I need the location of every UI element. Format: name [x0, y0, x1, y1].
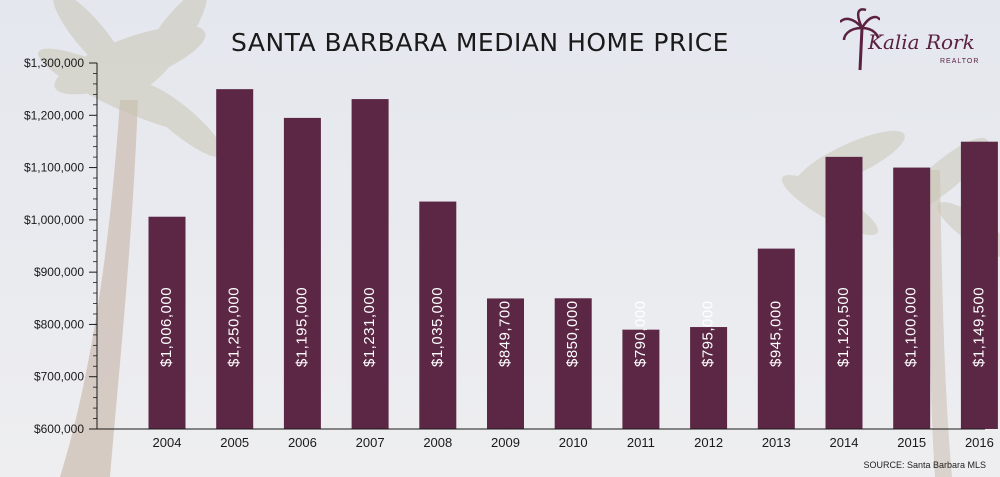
y-tick-label: $1,100,000 — [24, 161, 84, 175]
bar-value-label: $1,231,000 — [361, 287, 378, 367]
x-tick-label: 2007 — [356, 435, 385, 450]
bar-value-label: $790,000 — [632, 300, 649, 367]
logo-subtitle: REALTOR — [940, 58, 980, 65]
y-tick-label: $700,000 — [34, 370, 84, 384]
bar-value-label: $795,000 — [700, 300, 717, 367]
bar-2006 — [283, 117, 321, 430]
bar-value-label: $1,149,500 — [970, 287, 987, 367]
bar-2004 — [148, 216, 186, 429]
x-tick-label: 2013 — [762, 435, 791, 450]
bar-2013 — [757, 248, 795, 429]
bar-2011 — [622, 329, 660, 429]
x-tick-label: 2012 — [694, 435, 723, 450]
x-tick-label: 2010 — [559, 435, 588, 450]
bar-value-label: $1,195,000 — [293, 287, 310, 367]
source-note: SOURCE: Santa Barbara MLS — [863, 460, 986, 470]
y-tick-label: $800,000 — [34, 317, 84, 331]
y-tick-label: $1,200,000 — [24, 108, 84, 122]
logo-name: Kalia Rork — [868, 30, 975, 54]
x-tick-label: 2014 — [830, 435, 859, 450]
x-tick-label: 2004 — [153, 435, 182, 450]
bar-value-label: $1,035,000 — [429, 287, 446, 367]
x-tick-label: 2016 — [965, 435, 994, 450]
y-tick-label: $600,000 — [34, 422, 84, 436]
bar-value-label: $1,250,000 — [226, 287, 243, 367]
bar-2007 — [351, 99, 389, 429]
y-tick-label: $900,000 — [34, 265, 84, 279]
y-axis: $600,000 $700,000 $800,000 $900,000 $1,000,0… — [24, 56, 98, 436]
bar-2005 — [216, 89, 254, 430]
bar-2015 — [893, 167, 931, 430]
x-tick-label: 2005 — [220, 435, 249, 450]
x-tick-label: 2011 — [627, 435, 655, 450]
bar-value-label: $1,120,500 — [835, 287, 852, 367]
x-tick-label: 2009 — [491, 435, 520, 450]
bar-value-label: $945,000 — [767, 300, 784, 367]
bar-2008 — [419, 201, 457, 429]
bar-2016 — [960, 141, 998, 429]
bar-2014 — [825, 156, 863, 430]
bar-2010 — [554, 298, 592, 429]
bar-value-label: $850,000 — [564, 300, 581, 367]
bar-value-label: $1,100,000 — [903, 287, 920, 367]
y-tick-label: $1,300,000 — [24, 56, 84, 70]
bar-value-label: $849,700 — [496, 300, 513, 367]
chart-title: SANTA BARBARA MEDIAN HOME PRICE — [231, 28, 729, 57]
x-tick-label: 2006 — [288, 435, 317, 450]
x-tick-label: 2008 — [423, 435, 452, 450]
x-axis: 2004 2005 2006 2007 2008 2009 2010 2011 2012 2013… — [97, 428, 994, 450]
bar-2012 — [690, 327, 728, 429]
bar-value-label: $1,006,000 — [158, 287, 175, 367]
y-tick-label: $1,000,000 — [24, 213, 84, 227]
palm-tree-icon — [839, 8, 882, 71]
bars: $1,006,000 $1,250,000 $1,195,000 $1,231,000… — [148, 89, 998, 430]
x-tick-label: 2015 — [897, 435, 926, 450]
bar-2009 — [487, 298, 524, 429]
brand-logo: Kalia Rork REALTOR — [839, 8, 990, 72]
